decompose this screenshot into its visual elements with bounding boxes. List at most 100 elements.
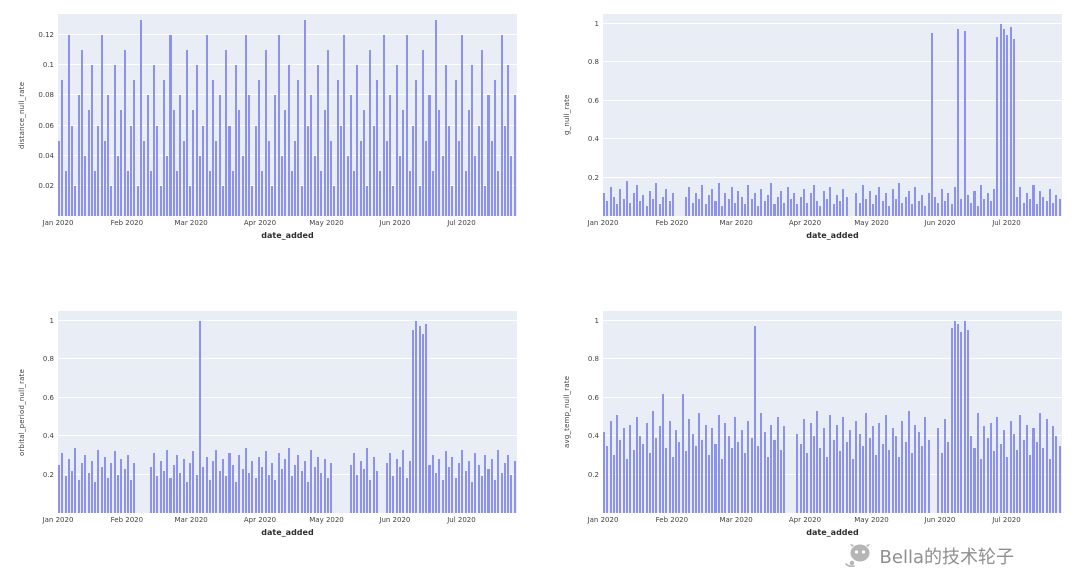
bar: [74, 447, 77, 513]
bar: [1048, 189, 1051, 216]
bar: [110, 462, 113, 513]
bar: [793, 192, 796, 216]
bar: [500, 472, 503, 513]
bar: [507, 455, 510, 513]
bar: [126, 455, 129, 513]
bar: [671, 457, 674, 513]
bar: [612, 455, 615, 513]
bar: [688, 187, 691, 216]
bar: [822, 428, 825, 513]
bar: [185, 482, 188, 513]
bar: [149, 466, 152, 513]
bar: [950, 204, 953, 216]
bar: [464, 170, 467, 216]
bar: [267, 140, 270, 216]
bar: [320, 472, 323, 513]
bar: [153, 453, 156, 513]
bar: [317, 457, 320, 513]
bar: [888, 206, 891, 216]
bar: [829, 187, 832, 216]
bar: [231, 170, 234, 216]
bar: [1006, 35, 1009, 216]
gridline: [603, 138, 1062, 140]
bar: [999, 443, 1002, 513]
bar: [244, 35, 247, 216]
bar: [392, 476, 395, 513]
bar: [662, 393, 665, 513]
bar: [842, 189, 845, 216]
bar: [901, 202, 904, 216]
plot-area[interactable]: [58, 14, 517, 216]
bar: [652, 198, 655, 216]
bar: [960, 332, 963, 513]
plot-area[interactable]: [58, 311, 517, 513]
bar: [616, 204, 619, 216]
bar: [418, 185, 421, 216]
bar: [208, 170, 211, 216]
bar: [1029, 198, 1032, 216]
bar: [261, 466, 264, 513]
bar: [707, 455, 710, 513]
gridline: [603, 61, 1062, 63]
bar: [503, 462, 506, 513]
bar: [494, 80, 497, 216]
bar: [878, 187, 881, 216]
bar: [701, 185, 704, 216]
bar: [694, 192, 697, 216]
plot-area[interactable]: [603, 14, 1062, 216]
bar: [704, 424, 707, 513]
bar: [369, 50, 372, 216]
x-tick: Apr 2020: [243, 516, 277, 524]
bar: [835, 194, 838, 216]
bar: [346, 155, 349, 216]
bar: [609, 420, 612, 513]
bar: [444, 451, 447, 513]
bar: [862, 185, 865, 216]
bar: [819, 447, 822, 513]
bar: [812, 185, 815, 216]
bar: [438, 110, 441, 216]
bar: [120, 110, 123, 216]
bar: [816, 411, 819, 513]
bar: [730, 187, 733, 216]
bar: [474, 453, 477, 513]
bar: [1042, 447, 1045, 513]
bar: [675, 430, 678, 513]
bar: [976, 206, 979, 216]
chart-panel-orbital-period-null-rate: orbital_period_null_rate 0.2 0.4 0.6 0.8 1 J…: [18, 311, 517, 572]
bar: [783, 426, 786, 513]
bar: [179, 472, 182, 513]
bar: [698, 198, 701, 216]
bar: [868, 191, 871, 216]
bar: [730, 447, 733, 513]
bar: [1052, 202, 1055, 216]
bar: [221, 185, 224, 216]
x-tick: Jan 2020: [42, 219, 74, 227]
bar: [497, 449, 500, 513]
bar: [980, 459, 983, 513]
watermark: Bella的技术轮子: [843, 542, 1014, 570]
bar: [986, 192, 989, 216]
bar: [839, 200, 842, 216]
plot-area[interactable]: [603, 311, 1062, 513]
bar: [966, 194, 969, 216]
bar: [665, 447, 668, 513]
bar: [362, 468, 365, 513]
bar: [94, 482, 97, 513]
bar: [474, 155, 477, 216]
bar: [307, 125, 310, 216]
y-axis-label: avg_temp_null_rate: [563, 375, 571, 449]
bar: [441, 480, 444, 513]
bar: [953, 320, 956, 513]
bar: [376, 470, 379, 513]
bar: [806, 453, 809, 513]
bar: [185, 50, 188, 216]
bar: [257, 457, 261, 513]
y-tick: 0.4: [587, 432, 599, 441]
bar: [189, 185, 192, 216]
bar: [980, 185, 983, 216]
bar: [727, 198, 730, 216]
bar: [385, 462, 388, 513]
bar: [1039, 412, 1042, 513]
bar: [707, 194, 710, 216]
